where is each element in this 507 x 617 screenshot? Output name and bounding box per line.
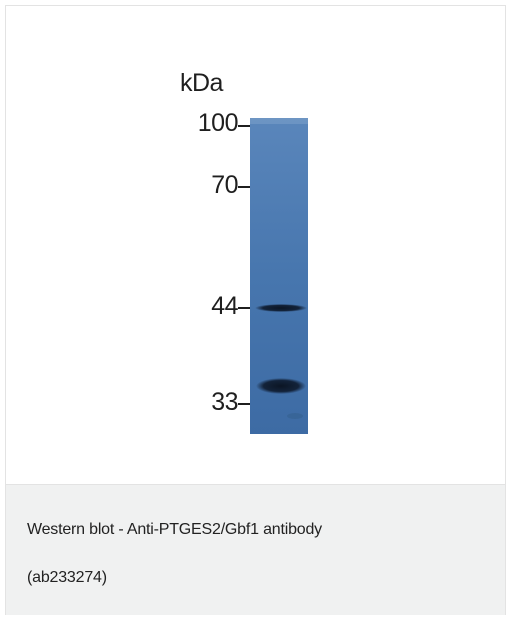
unit-label: kDa	[180, 69, 223, 97]
figure-card: kDa 100 70 44 33	[5, 5, 506, 615]
blot-lane	[250, 118, 308, 434]
caption-title: Western blot - Anti-PTGES2/Gbf1 antibody	[27, 521, 322, 538]
marker-tick-100	[238, 125, 250, 127]
lane-smudge	[287, 413, 303, 419]
lane-top-edge	[250, 118, 308, 124]
band-44kda	[255, 304, 307, 312]
marker-tick-33	[238, 403, 250, 405]
band-35kda	[256, 378, 306, 394]
marker-label-33: 33	[211, 388, 238, 416]
western-blot-figure: kDa 100 70 44 33	[6, 6, 505, 484]
caption-catalog-number: (ab233274)	[27, 569, 107, 586]
caption-area: Western blot - Anti-PTGES2/Gbf1 antibody…	[6, 484, 505, 615]
marker-label-70: 70	[211, 171, 238, 199]
marker-label-44: 44	[211, 292, 238, 320]
marker-tick-70	[238, 186, 250, 188]
marker-tick-44	[238, 307, 250, 309]
marker-label-100: 100	[197, 109, 239, 137]
